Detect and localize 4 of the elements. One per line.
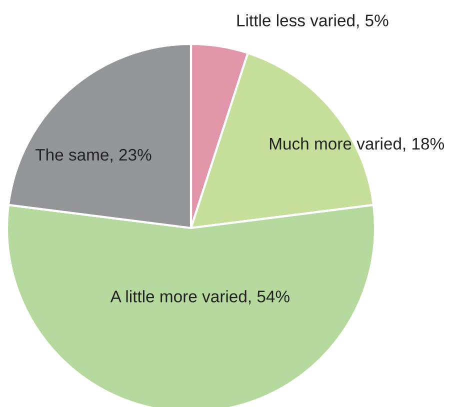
slice-label: Much more varied, 18% bbox=[270, 137, 444, 152]
slice-label: A little more varied, 54% bbox=[110, 290, 290, 304]
slice-label: The same, 23% bbox=[35, 148, 152, 163]
slice-label: Little less varied, 5% bbox=[237, 14, 388, 28]
